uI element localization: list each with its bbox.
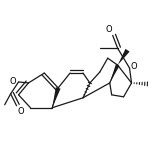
Polygon shape — [110, 64, 119, 83]
Text: O: O — [18, 107, 24, 116]
Text: O: O — [10, 78, 17, 86]
Polygon shape — [52, 87, 61, 108]
Text: O: O — [131, 62, 137, 71]
Polygon shape — [118, 49, 130, 65]
Text: O: O — [105, 25, 112, 34]
